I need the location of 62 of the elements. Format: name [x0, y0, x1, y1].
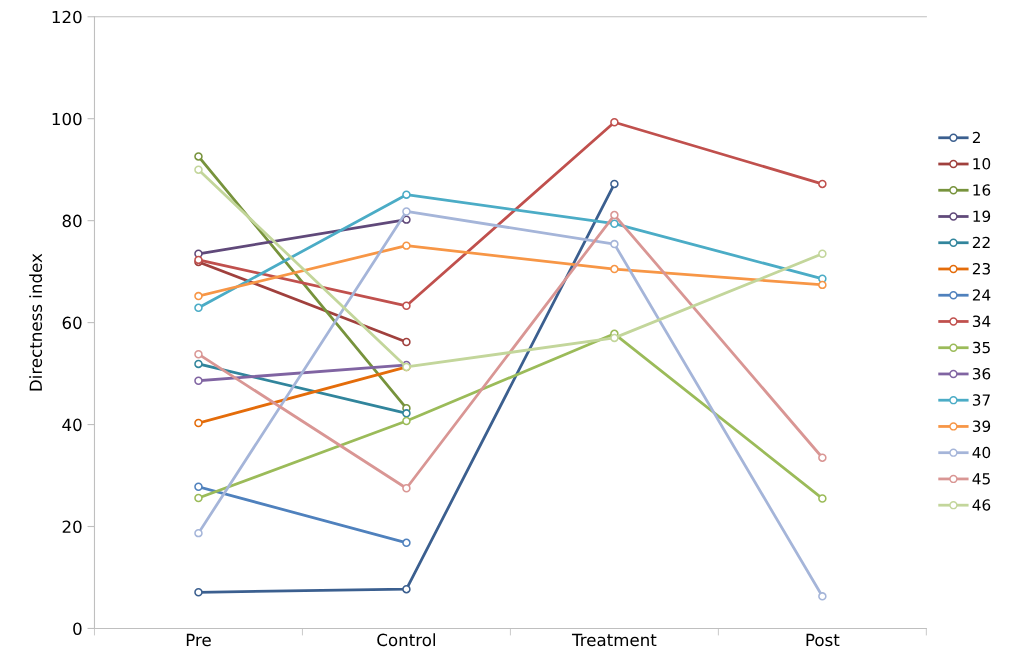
legend-label: 34 — [972, 315, 991, 328]
legend-label: 10 — [973, 158, 991, 170]
x-tick-label: Pre — [186, 633, 211, 647]
point — [194, 359, 203, 369]
point — [402, 416, 411, 426]
x-tick-label: Treatment — [571, 633, 657, 647]
point — [818, 494, 827, 503]
point — [402, 207, 411, 216]
point — [194, 588, 203, 597]
point — [402, 241, 411, 250]
legend-label: 2 — [972, 131, 980, 144]
y-tick-label: 40 — [62, 418, 82, 432]
y-axis-title: Directness index — [29, 253, 43, 391]
legend-label: 35 — [972, 341, 990, 354]
point — [194, 493, 203, 503]
point — [610, 210, 619, 220]
point — [402, 190, 411, 199]
point — [818, 592, 827, 601]
point — [610, 219, 619, 228]
legend-label: 37 — [972, 394, 990, 406]
point — [194, 165, 203, 174]
point — [610, 239, 619, 249]
point — [610, 333, 619, 343]
point — [402, 301, 411, 311]
point — [818, 280, 827, 290]
x-tick-label: Post — [806, 633, 840, 647]
point — [610, 118, 619, 127]
point — [402, 337, 411, 347]
point — [818, 179, 827, 189]
y-tick-label: 60 — [62, 316, 82, 330]
legend-label: 19 — [973, 210, 991, 223]
point — [194, 152, 203, 161]
point — [194, 291, 203, 301]
point — [610, 264, 619, 274]
y-tick-label: 120 — [52, 10, 82, 24]
x-tick-label: Control — [377, 633, 435, 647]
point — [402, 409, 411, 418]
y-tick-label: 80 — [62, 214, 82, 228]
point — [194, 482, 203, 491]
point — [818, 249, 827, 259]
legend-label: 23 — [972, 262, 990, 275]
point — [402, 484, 411, 493]
point — [610, 179, 619, 189]
legend-label: 40 — [972, 446, 991, 459]
point — [402, 584, 411, 594]
y-tick-label: 100 — [52, 112, 82, 126]
y-tick-label: 20 — [62, 520, 82, 534]
legend-label: 45 — [972, 473, 990, 485]
point — [818, 453, 827, 462]
point — [194, 376, 203, 385]
point — [194, 303, 203, 313]
legend-label: 16 — [973, 184, 991, 196]
point — [194, 349, 203, 359]
legend-label: 46 — [972, 499, 991, 511]
point — [194, 418, 203, 428]
point — [402, 538, 411, 548]
y-tick-label: 0 — [73, 622, 82, 636]
legend-label: 24 — [972, 289, 991, 301]
legend-label: 39 — [972, 420, 991, 433]
legend-label: 22 — [972, 236, 990, 249]
legend-label: 36 — [972, 367, 991, 380]
point — [194, 528, 203, 538]
